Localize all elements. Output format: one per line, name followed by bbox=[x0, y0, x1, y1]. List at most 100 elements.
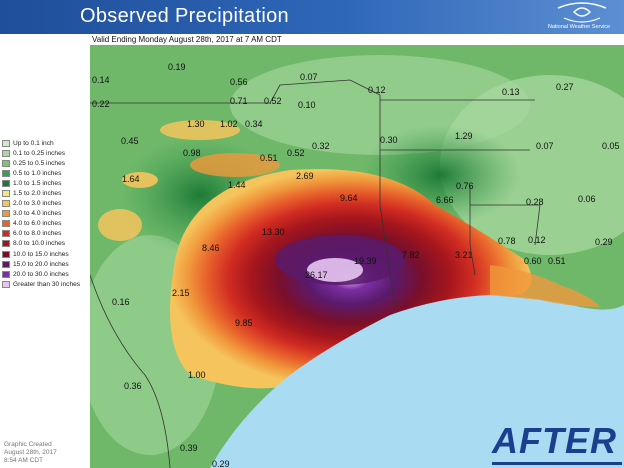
header-bar: Observed Precipitation National Weather … bbox=[0, 0, 624, 34]
legend-label: 3.0 to 4.0 inches bbox=[13, 210, 62, 218]
legend-swatch bbox=[2, 159, 10, 167]
legend-item: 3.0 to 4.0 inches bbox=[2, 209, 90, 219]
legend-item: 0.5 to 1.0 inches bbox=[2, 168, 90, 178]
rainfall-label: 0.14 bbox=[92, 75, 110, 85]
greater-than-30-core bbox=[307, 258, 363, 282]
rainfall-label: 0.71 bbox=[230, 96, 248, 106]
rainfall-label: 1.64 bbox=[122, 174, 140, 184]
rainfall-label: 0.22 bbox=[92, 99, 110, 109]
rainfall-label: 0.30 bbox=[380, 135, 398, 145]
agency-name: National Weather Service bbox=[547, 24, 611, 30]
rainfall-label: 9.85 bbox=[235, 318, 253, 328]
rainfall-label: 0.76 bbox=[456, 181, 474, 191]
rainfall-label: 0.56 bbox=[230, 77, 248, 87]
nws-logo-icon bbox=[557, 2, 607, 23]
legend-swatch bbox=[2, 190, 10, 198]
legend-label: Greater than 30 inches bbox=[13, 280, 81, 288]
legend-label: 20.0 to 30.0 inches bbox=[13, 270, 69, 278]
rainfall-label: 0.19 bbox=[168, 62, 186, 72]
legend-swatch bbox=[2, 200, 10, 208]
rainfall-label: 0.52 bbox=[264, 96, 282, 106]
legend-label: 6.0 to 8.0 inches bbox=[13, 230, 62, 238]
rain-patch bbox=[160, 120, 240, 140]
rainfall-label: 0.16 bbox=[112, 297, 130, 307]
legend-item: 15.0 to 20.0 inches bbox=[2, 259, 90, 269]
legend-item: 2.0 to 3.0 inches bbox=[2, 199, 90, 209]
legend-swatch bbox=[2, 250, 10, 258]
rainfall-label: 0.05 bbox=[602, 141, 620, 151]
rainfall-label: 0.78 bbox=[498, 236, 516, 246]
rainfall-label: 13.30 bbox=[262, 227, 285, 237]
legend-label: 0.1 to 0.25 inches bbox=[13, 149, 66, 157]
rainfall-label: 0.06 bbox=[578, 194, 596, 204]
legend-item: 4.0 to 6.0 inches bbox=[2, 219, 90, 229]
graphic-created-note: Graphic Created August 28th, 2017 8:54 A… bbox=[4, 441, 57, 465]
rainfall-label: 0.60 bbox=[524, 256, 542, 266]
legend-item: Greater than 30 inches bbox=[2, 279, 90, 289]
rainfall-label: 0.39 bbox=[180, 443, 198, 453]
legend-swatch bbox=[2, 149, 10, 157]
legend-swatch bbox=[2, 280, 10, 288]
legend-label: 4.0 to 6.0 inches bbox=[13, 220, 62, 228]
rainfall-label: 0.34 bbox=[245, 119, 263, 129]
legend-swatch bbox=[2, 260, 10, 268]
gulf-of-mexico bbox=[210, 295, 624, 468]
legend-label: 15.0 to 20.0 inches bbox=[13, 260, 69, 268]
rainfall-label: 0.27 bbox=[556, 82, 574, 92]
after-underline bbox=[492, 462, 622, 465]
rain-patch bbox=[98, 209, 142, 241]
legend-item: 8.0 to 10.0 inches bbox=[2, 239, 90, 249]
legend-swatch bbox=[2, 179, 10, 187]
legend-swatch bbox=[2, 169, 10, 177]
rainfall-label: 9.64 bbox=[340, 193, 358, 203]
page-title: Observed Precipitation bbox=[80, 5, 289, 27]
rainfall-label: 1.44 bbox=[228, 180, 246, 190]
legend-label: 1.0 to 1.5 inches bbox=[13, 179, 62, 187]
legend-swatch bbox=[2, 139, 10, 147]
precipitation-legend: Up to 0.1 inch 0.1 to 0.25 inches 0.25 to … bbox=[2, 138, 90, 289]
legend-item: Up to 0.1 inch bbox=[2, 138, 90, 148]
rainfall-label: 19.39 bbox=[354, 256, 377, 266]
legend-item: 1.0 to 1.5 inches bbox=[2, 178, 90, 188]
rainfall-label: 0.29 bbox=[595, 237, 613, 247]
rainfall-label: 1.29 bbox=[455, 131, 473, 141]
rainfall-labels: 0.14 0.19 0.56 0.07 0.22 0.71 0.52 0.10 … bbox=[92, 62, 620, 468]
rainfall-label: 3.21 bbox=[455, 250, 473, 260]
precipitation-map: 0.14 0.19 0.56 0.07 0.22 0.71 0.52 0.10 … bbox=[90, 45, 624, 468]
valid-period-text: Valid Ending Monday August 28th, 2017 at… bbox=[92, 35, 282, 44]
legend-item: 6.0 to 8.0 inches bbox=[2, 229, 90, 239]
created-date: August 28th, 2017 bbox=[4, 449, 57, 456]
rainfall-label: 0.12 bbox=[528, 235, 546, 245]
legend-swatch bbox=[2, 270, 10, 278]
rainfall-label: 0.12 bbox=[368, 85, 386, 95]
rainfall-label: 0.52 bbox=[287, 148, 305, 158]
legend-swatch bbox=[2, 220, 10, 228]
rainfall-label: 0.51 bbox=[260, 153, 278, 163]
legend-label: 2.0 to 3.0 inches bbox=[13, 200, 62, 208]
rainfall-label: 0.07 bbox=[300, 72, 318, 82]
rainfall-label: 0.51 bbox=[548, 256, 566, 266]
created-line: Graphic Created bbox=[4, 441, 52, 448]
rainfall-label: 1.00 bbox=[188, 370, 206, 380]
legend-item: 0.1 to 0.25 inches bbox=[2, 148, 90, 158]
rain-patch bbox=[190, 153, 280, 177]
legend-swatch bbox=[2, 240, 10, 248]
after-badge: AFTER bbox=[492, 420, 617, 461]
rainfall-label: 0.32 bbox=[312, 141, 330, 151]
legend-label: 0.25 to 0.5 inches bbox=[13, 159, 66, 167]
rainfall-label: 0.07 bbox=[536, 141, 554, 151]
coastal-rain-band bbox=[490, 265, 600, 307]
rainfall-label: 0.10 bbox=[298, 100, 316, 110]
rainfall-label: 2.69 bbox=[296, 171, 314, 181]
rainfall-label: 1.30 bbox=[187, 119, 205, 129]
legend-item: 10.0 to 15.0 inches bbox=[2, 249, 90, 259]
rainfall-label: 0.28 bbox=[526, 197, 544, 207]
legend-label: 1.5 to 2.0 inches bbox=[13, 190, 62, 198]
rainfall-label: 0.13 bbox=[502, 87, 520, 97]
legend-item: 1.5 to 2.0 inches bbox=[2, 188, 90, 198]
rainfall-label: 0.98 bbox=[183, 148, 201, 158]
rainfall-label: 7.82 bbox=[402, 250, 420, 260]
rain-patch bbox=[122, 172, 158, 188]
rainfall-label: 8.46 bbox=[202, 243, 220, 253]
rainfall-label: 0.36 bbox=[124, 381, 142, 391]
